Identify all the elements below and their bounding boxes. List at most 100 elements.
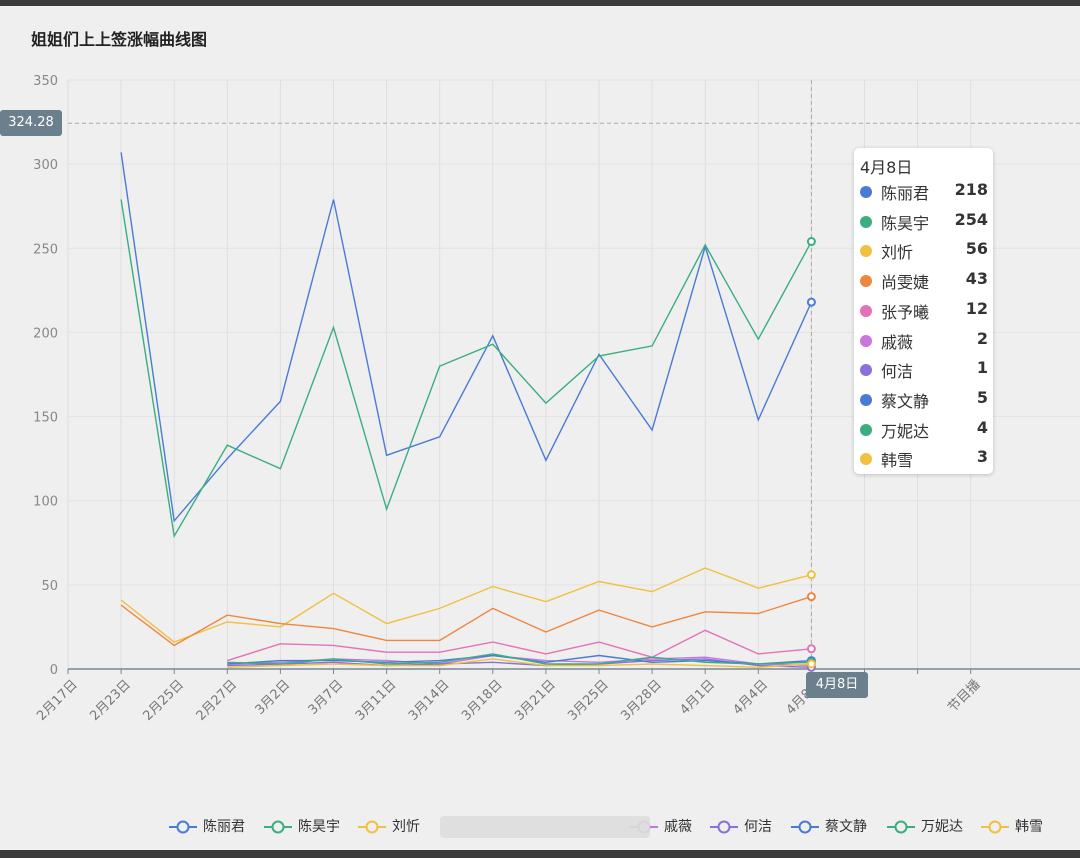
legend-label: 刘忻 <box>392 819 420 835</box>
legend-label: 陈昊宇 <box>298 819 340 835</box>
tooltip-row: 何洁 1 <box>860 358 988 382</box>
series-dot-icon <box>860 423 872 436</box>
tooltip-series-name: 蔡文静 <box>881 391 930 411</box>
y-tick-label: 150 <box>33 411 58 426</box>
top-bar <box>0 0 1080 6</box>
y-tick-label: 50 <box>41 579 58 594</box>
x-tick-label: 3月28日 <box>618 677 665 724</box>
tooltip-series-name: 刘忻 <box>881 243 914 263</box>
series-dot-icon <box>860 334 872 347</box>
x-tick-label: 2月17日 <box>34 677 81 724</box>
tooltip-series-value: 43 <box>965 269 988 289</box>
series-dot-icon <box>860 393 872 406</box>
tooltip-series-value: 254 <box>954 209 988 229</box>
tooltip: 4月8日 陈丽君 218 陈昊宇 254 刘忻 56 尚雯婕 43 张予曦 12 戚薇 2 何洁 1 蔡文静… <box>854 148 993 474</box>
x-tick-label: 2月25日 <box>140 677 187 724</box>
legend-line-circle-icon <box>887 820 915 834</box>
tooltip-series-value: 3 <box>976 447 988 467</box>
y-tick-label: 100 <box>33 495 58 510</box>
y-tick-label: 200 <box>33 326 58 341</box>
crosshair-x-label: 4月8日 <box>806 672 868 698</box>
tooltip-series-value: 5 <box>976 387 988 407</box>
series-point <box>806 644 816 654</box>
series-line <box>227 653 812 665</box>
tooltip-row: 万妮达 4 <box>860 418 988 442</box>
x-tick-label: 3月25日 <box>565 677 612 724</box>
series-dot-icon <box>860 215 872 228</box>
legend-line-circle-icon <box>169 820 197 834</box>
legend-label: 陈丽君 <box>203 819 245 835</box>
tooltip-series-name: 张予曦 <box>881 302 930 322</box>
watermark-overlay <box>440 816 650 838</box>
series-dot-icon <box>860 245 872 258</box>
series-line <box>120 152 813 523</box>
tooltip-row: 蔡文静 5 <box>860 388 988 412</box>
x-tick-label: 4月4日 <box>730 677 771 718</box>
legend-item[interactable]: 何洁 <box>710 814 802 840</box>
series-point <box>806 659 816 669</box>
legend-line-circle-icon <box>264 820 292 834</box>
series-dot-icon <box>860 364 872 377</box>
series-point <box>806 297 816 307</box>
series-line <box>227 629 812 662</box>
tooltip-row: 戚薇 2 <box>860 329 988 353</box>
series-dot-icon <box>860 275 872 288</box>
y-tick-label: 350 <box>33 74 58 89</box>
legend-line-circle-icon <box>358 820 386 834</box>
legend-line-circle-icon <box>791 820 819 834</box>
legend-label: 韩雪 <box>1015 819 1043 835</box>
legend-item[interactable]: 刘忻 <box>358 814 450 840</box>
legend-label: 何洁 <box>744 819 772 835</box>
y-axis: 0 50 100 150 200 250 300 350 <box>33 74 1080 678</box>
y-tick-label: 0 <box>50 663 58 678</box>
tooltip-date: 4月8日 <box>860 158 913 177</box>
tooltip-series-name: 尚雯婕 <box>881 273 930 293</box>
x-tick-label: 3月7日 <box>306 677 347 718</box>
x-tick-label: 3月2日 <box>253 677 294 718</box>
tooltip-series-value: 1 <box>976 358 988 378</box>
x-tick-label: 3月14日 <box>406 677 453 724</box>
x-tick-label: 3月18日 <box>459 677 506 724</box>
legend-label: 万妮达 <box>921 819 963 835</box>
series-line <box>120 199 813 539</box>
tooltip-series-name: 陈昊宇 <box>881 213 930 233</box>
series-point <box>806 592 816 602</box>
tooltip-row: 张予曦 12 <box>860 299 988 323</box>
tooltip-series-name: 何洁 <box>881 362 914 382</box>
legend-item[interactable]: 陈昊宇 <box>264 814 356 840</box>
series-line <box>120 595 812 647</box>
x-tick-label: 节目播 <box>945 677 983 715</box>
tooltip-series-value: 218 <box>954 180 988 199</box>
legend-label: 蔡文静 <box>825 819 867 835</box>
series-line <box>120 567 812 643</box>
series-dot-icon <box>860 453 872 466</box>
series-lines <box>120 152 813 669</box>
series-line <box>227 658 812 668</box>
crosshair-y-label: 324.28 <box>0 110 62 136</box>
series-point <box>806 570 816 580</box>
bottom-bar <box>0 850 1080 858</box>
x-tick-label: 3月11日 <box>353 677 400 724</box>
tooltip-row: 尚雯婕 43 <box>860 269 988 293</box>
series-dot-icon <box>860 304 872 317</box>
legend-item[interactable]: 蔡文静 <box>791 814 883 840</box>
tooltip-series-value: 12 <box>965 298 988 318</box>
series-dot-icon <box>860 186 872 198</box>
x-tick-label: 2月23日 <box>87 677 134 724</box>
chart-title: 姐姐们上上签涨幅曲线图 <box>31 30 208 49</box>
tooltip-row: 韩雪 3 <box>860 447 988 471</box>
y-tick-label: 300 <box>33 158 58 173</box>
x-tick-label: 3月21日 <box>512 677 559 724</box>
tooltip-series-value: 2 <box>976 328 988 348</box>
series-point <box>806 237 816 247</box>
tooltip-row: 陈丽君 218 <box>860 180 988 204</box>
legend-item[interactable]: 陈丽君 <box>169 814 261 840</box>
tooltip-series-name: 戚薇 <box>881 332 914 352</box>
legend-item[interactable]: 韩雪 <box>981 814 1073 840</box>
series-line <box>227 658 812 669</box>
x-tick-label: 4月1日 <box>677 677 718 718</box>
legend-item[interactable]: 万妮达 <box>887 814 979 840</box>
legend-line-circle-icon <box>981 820 1009 834</box>
